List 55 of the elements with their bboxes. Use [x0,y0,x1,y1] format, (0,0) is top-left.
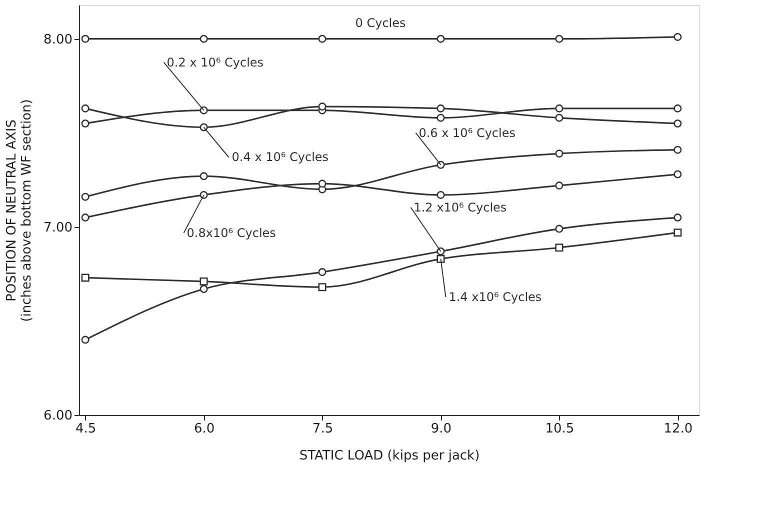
x-axis-title: STATIC LOAD (kips per jack) [299,448,480,464]
point [674,170,682,178]
point [674,104,682,112]
point [200,106,208,114]
y-axis-title: POSITION OF NEUTRAL AXIS (inches above bottom WF section) [4,99,35,322]
point [555,182,564,190]
point [200,277,208,286]
point [555,224,564,233]
point [555,34,564,43]
point [200,284,208,293]
point [200,190,208,199]
point [436,114,445,122]
x-tick-label: 9.0 [430,422,452,436]
y-tick-label: 8.00 [44,32,72,48]
point [81,104,90,112]
point [555,244,564,252]
point [200,34,208,43]
x-tick-label: 10.5 [545,422,574,436]
series-label: 0 Cycles [355,16,406,30]
point [555,114,564,122]
point [318,180,326,188]
point [674,146,682,154]
point [81,119,90,128]
text: 0.4 x 10⁶ Cycles [232,150,329,164]
y-tick-label: 7.00 [44,220,72,236]
series-label: 1.2 x10⁶ Cycles [414,200,507,214]
point [81,336,90,344]
y-tick-label: 6.00 [44,408,72,424]
x-tick-label: 7.5 [312,422,334,436]
text: 0.8x10⁶ Cycles [186,226,276,240]
point [318,34,326,43]
x-tick-label: 12.0 [664,422,693,436]
point [81,192,90,201]
point [200,172,208,180]
x-tick-label: 6.0 [194,422,215,436]
point [436,190,445,199]
point [674,119,682,128]
point [436,34,445,43]
point [318,268,326,276]
point [81,214,90,222]
x-tick-label: 4.5 [75,422,96,436]
text: 1.4 x10⁶ Cycles [448,290,542,304]
point [674,228,682,237]
point [436,104,445,112]
point [318,283,326,292]
point [81,34,90,43]
point [555,150,564,158]
point [81,274,90,282]
point [674,32,682,41]
text: 0.2 x 10⁶ Cycles [166,55,264,70]
point [436,254,445,263]
series-label: 0.6 x 10⁶ Cycles [418,126,516,140]
point [555,104,564,112]
point [318,102,326,111]
point [674,214,682,222]
